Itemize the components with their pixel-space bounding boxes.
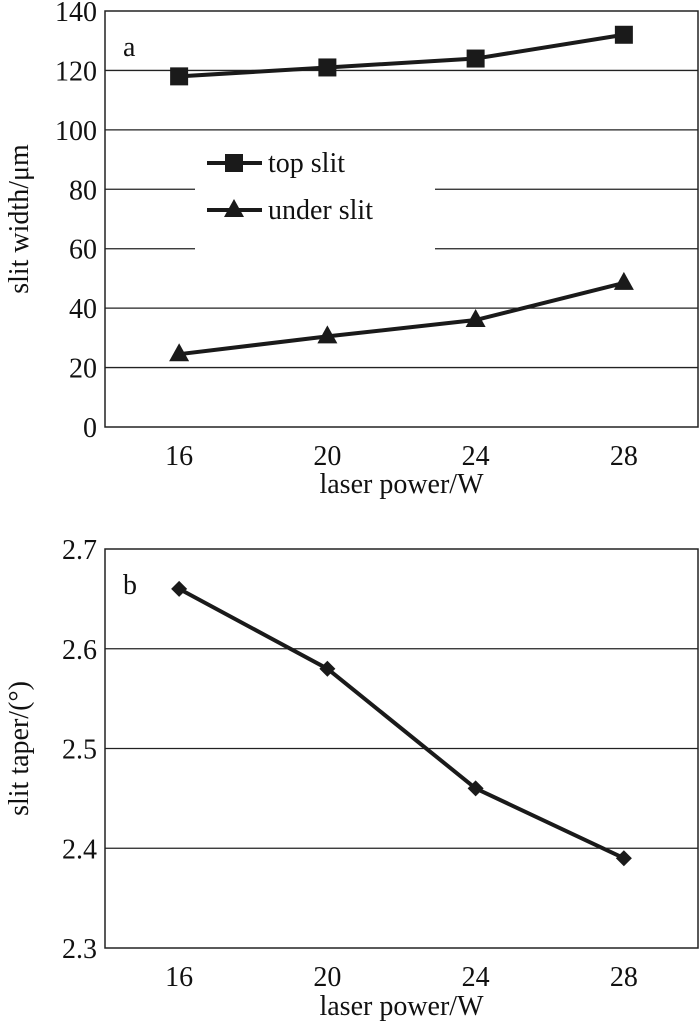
legend-label: top slit (268, 148, 345, 179)
chart-panel-b: 2.3 2.4 2.5 2.6 2.7 16 20 24 28 laser power/W slit… (4, 535, 699, 1022)
y-tick-label: 140 (55, 0, 97, 28)
x-tick-label: 16 (165, 441, 193, 472)
x-tick-label: 20 (313, 962, 341, 993)
series-line (179, 32, 625, 79)
chart-panel-a: 0 20 40 60 80 100 120 140 16 20 24 28 laser power/W s… (4, 0, 699, 500)
y-tick-label: 2.7 (62, 535, 97, 566)
data-point (318, 58, 337, 77)
data-point (613, 271, 634, 290)
data-point (170, 67, 189, 86)
x-tick-label: 24 (462, 441, 490, 472)
y-tick-label: 40 (69, 294, 97, 325)
y-tick-label: 2.5 (62, 735, 97, 766)
y-axis-label: slit width/μm (4, 144, 35, 294)
series-top-slit (170, 25, 633, 86)
data-point (466, 49, 485, 68)
data-point (319, 660, 336, 677)
x-tick-label: 28 (610, 962, 638, 993)
series-line (178, 280, 625, 357)
x-tick-label: 20 (313, 441, 341, 472)
x-axis-label: laser power/W (319, 469, 484, 500)
legend: top slit under slit (195, 140, 435, 250)
y-tick-label: 2.6 (62, 635, 97, 666)
data-point (317, 325, 338, 344)
legend-marker (224, 199, 244, 217)
y-tick-label: 60 (69, 235, 97, 266)
data-point (465, 309, 486, 328)
y-tick-label: 100 (55, 116, 97, 147)
y-tick-label: 0 (83, 413, 97, 444)
y-tick-label: 120 (55, 56, 97, 87)
x-tick-label: 28 (610, 441, 638, 472)
plot-frame (104, 548, 699, 949)
x-axis-label: laser power/W (319, 991, 484, 1022)
panel-label: a (123, 32, 136, 63)
y-tick-label: 2.3 (62, 934, 97, 965)
data-point (615, 850, 632, 867)
series-line (178, 587, 625, 861)
x-tick-label: 24 (462, 962, 490, 993)
y-tick-label: 20 (69, 354, 97, 385)
y-tick-label: 80 (69, 175, 97, 206)
plot-frame (104, 10, 699, 428)
series-under-slit (169, 271, 634, 362)
series-0 (171, 580, 632, 867)
data-point (467, 780, 484, 797)
y-axis-label: slit taper/(°) (4, 681, 35, 816)
panel-label: b (123, 570, 137, 601)
x-tick-label: 16 (165, 962, 193, 993)
y-tick-label: 2.4 (62, 834, 97, 865)
data-point (171, 580, 188, 597)
data-point (169, 343, 190, 362)
data-point (614, 25, 633, 44)
legend-marker (225, 154, 243, 172)
legend-label: under slit (268, 195, 373, 226)
